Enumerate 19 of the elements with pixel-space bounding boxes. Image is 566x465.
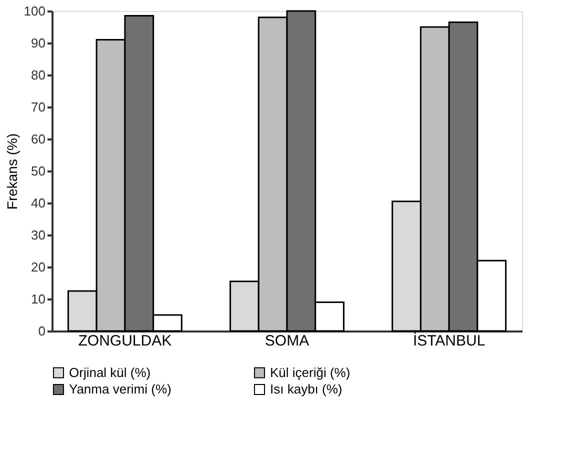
- y-tick-label: 100: [24, 4, 46, 18]
- y-tick-label: 50: [31, 164, 46, 178]
- legend-label: Orjinal kül (%): [69, 364, 151, 380]
- x-tick-label: İSTANBUL: [412, 332, 486, 350]
- y-tick-label: 20: [31, 260, 46, 274]
- y-tick-label: 80: [31, 68, 46, 82]
- x-tick-label: ZONGULDAK: [78, 332, 172, 350]
- x-tick-label: SOMA: [264, 332, 310, 350]
- y-axis-title: Frekans (%): [4, 133, 20, 210]
- y-tick-label: 60: [31, 132, 46, 146]
- y-tick-label: 40: [31, 196, 46, 210]
- legend-label: Isı kaybı (%): [270, 382, 342, 396]
- y-tick-label: 30: [31, 228, 46, 242]
- y-tick-label: 10: [31, 292, 46, 306]
- y-tick-label: 90: [31, 36, 46, 50]
- legend-label: Kül içeriği (%): [270, 364, 350, 380]
- y-tick-label: 70: [31, 100, 46, 114]
- legend-label: Yanma verimi (%): [69, 382, 172, 396]
- y-tick-label: 0: [38, 324, 46, 338]
